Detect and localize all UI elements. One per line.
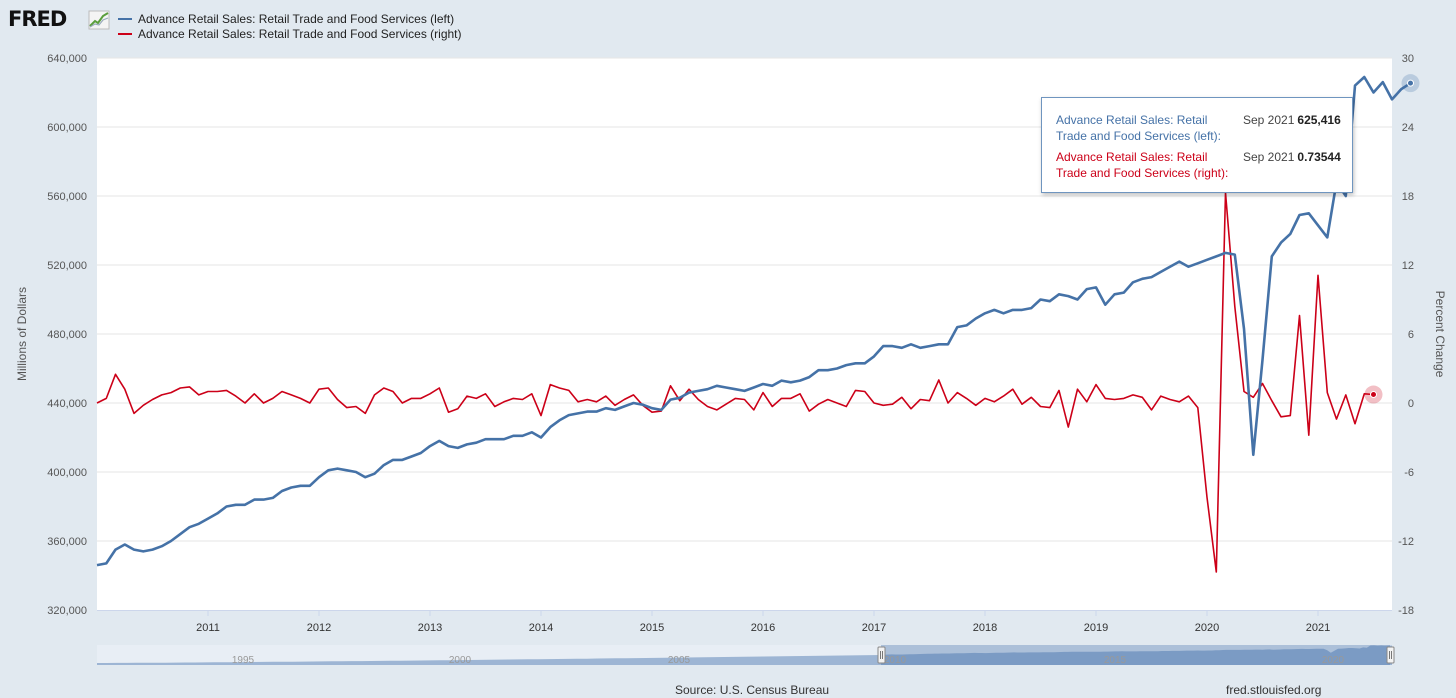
y2-tick-label: -18 <box>1398 605 1414 617</box>
x-tick-label: 2017 <box>862 622 886 634</box>
y-axis-left-ticks: 320,000 360,000 400,000 440,000 480,000 520,0… <box>47 53 87 617</box>
x-tick-label: 2020 <box>1195 622 1219 634</box>
y-tick-label: 480,000 <box>47 329 87 341</box>
y-tick-label: 600,000 <box>47 122 87 134</box>
navigator-labels: 1995 2000 2005 2010 2015 2020 <box>232 655 1345 666</box>
fred-logo[interactable]: FRED <box>8 6 110 34</box>
hover-point <box>1407 79 1414 87</box>
navigator-tick-label: 2010 <box>884 655 907 666</box>
x-tick-label: 2021 <box>1306 622 1330 634</box>
fred-logo-text: FRED <box>8 7 67 31</box>
hover-markers <box>1364 74 1420 404</box>
navigator-tick-label: 1995 <box>232 655 255 666</box>
y-tick-label: 320,000 <box>47 605 87 617</box>
x-tick-label: 2016 <box>751 622 775 634</box>
y-tick-label: 520,000 <box>47 260 87 272</box>
y2-tick-label: 0 <box>1408 398 1414 410</box>
y2-tick-label: -6 <box>1404 467 1414 479</box>
y2-tick-label: 12 <box>1402 260 1414 272</box>
tooltip-value: 0.73544 <box>1297 150 1341 164</box>
tooltip-value: 625,416 <box>1297 113 1341 127</box>
y2-tick-label: 24 <box>1402 122 1414 134</box>
tooltip-date: Sep 2021 625,416 <box>1243 113 1341 127</box>
y-axis-title-left: Millions of Dollars <box>15 287 29 381</box>
series-line-right[interactable] <box>96 191 1374 573</box>
y2-tick-label: 30 <box>1402 53 1414 65</box>
y2-tick-label: 6 <box>1408 329 1414 341</box>
navigator-tick-label: 2020 <box>1322 655 1345 666</box>
legend-swatch-right <box>118 33 132 35</box>
y2-tick-label: 18 <box>1402 191 1414 203</box>
x-tick-label: 2014 <box>529 622 553 634</box>
site-url[interactable]: fred.stlouisfed.org <box>1226 683 1322 697</box>
legend-label-left: Advance Retail Sales: Retail Trade and F… <box>138 12 455 26</box>
tooltip-series-name: Advance Retail Sales: Retail Trade and F… <box>1056 150 1229 180</box>
legend-item-left[interactable]: Advance Retail Sales: Retail Trade and F… <box>118 11 454 27</box>
chart-tooltip: Advance Retail Sales: Retail Trade and F… <box>1041 97 1353 193</box>
navigator-tick-label: 2015 <box>1104 655 1127 666</box>
y-axis-title-right: Percent Change <box>1433 291 1447 378</box>
source-credit: Source: U.S. Census Bureau <box>675 683 830 697</box>
y-tick-label: 640,000 <box>47 53 87 65</box>
x-tick-label: 2018 <box>973 622 997 634</box>
series-lines[interactable] <box>96 75 1412 573</box>
hover-point <box>1370 391 1377 399</box>
tooltip-date: Sep 2021 0.73544 <box>1243 150 1341 164</box>
y-tick-label: 440,000 <box>47 398 87 410</box>
tooltip-series-name: Advance Retail Sales: Retail Trade and F… <box>1056 113 1221 143</box>
fred-graph-icon <box>88 10 110 30</box>
series-line-left[interactable] <box>96 75 1412 567</box>
x-axis-ticks: 2011 2012 2013 2014 2015 2016 2017 2018 2019 2020… <box>97 610 1392 634</box>
y-tick-label: 360,000 <box>47 536 87 548</box>
navigator[interactable]: 1995 2000 2005 2010 2015 2020 <box>97 645 1395 666</box>
legend-label-right: Advance Retail Sales: Retail Trade and F… <box>138 27 462 41</box>
y-tick-label: 560,000 <box>47 191 87 203</box>
x-tick-label: 2013 <box>418 622 442 634</box>
navigator-handle-left[interactable] <box>877 646 886 664</box>
y2-tick-label: -12 <box>1398 536 1414 548</box>
navigator-tick-label: 2000 <box>449 655 472 666</box>
navigator-handle-right[interactable] <box>1386 646 1395 664</box>
navigator-series-area <box>97 645 1392 665</box>
y-axis-right-ticks: -18 -12 -6 0 6 12 18 24 30 <box>1398 53 1414 617</box>
navigator-selection[interactable] <box>881 645 1390 665</box>
x-tick-label: 2011 <box>196 622 220 634</box>
x-tick-label: 2015 <box>640 622 664 634</box>
navigator-tick-label: 2005 <box>668 655 691 666</box>
legend-item-right[interactable]: Advance Retail Sales: Retail Trade and F… <box>118 26 462 42</box>
x-tick-label: 2012 <box>307 622 331 634</box>
x-tick-label: 2019 <box>1084 622 1108 634</box>
legend-swatch-left <box>118 18 132 20</box>
y-tick-label: 400,000 <box>47 467 87 479</box>
